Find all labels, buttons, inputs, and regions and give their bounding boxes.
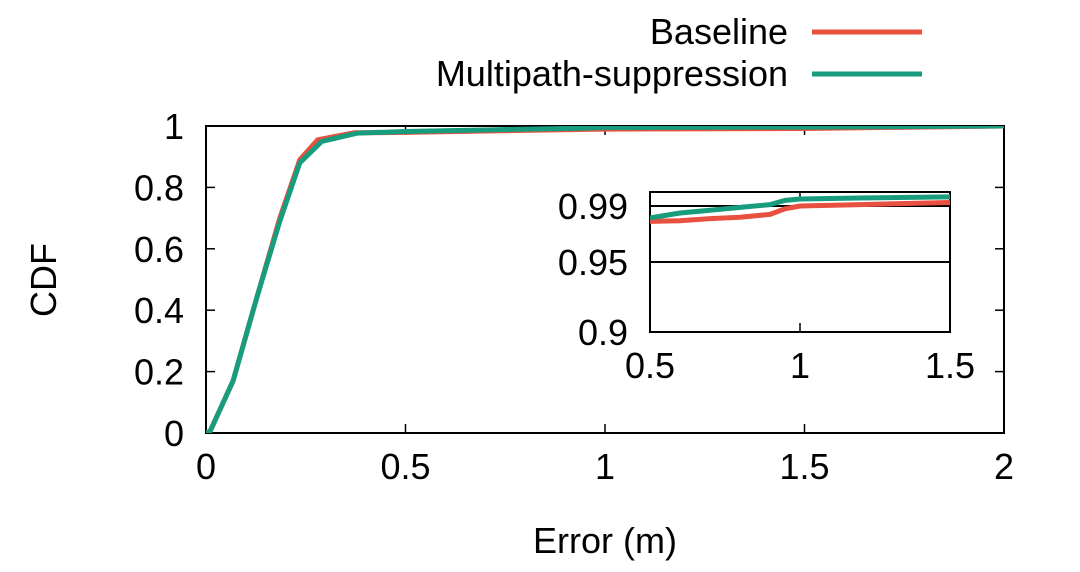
main-y-tick-label: 0.8: [134, 167, 184, 208]
inset-y-tick-label: 0.95: [558, 242, 628, 283]
inset-series-line-1: [650, 194, 950, 221]
main-x-tick-label: 1.5: [779, 446, 829, 487]
main-y-tick-label: 0: [164, 413, 184, 454]
main-y-tick-label: 0.6: [134, 229, 184, 270]
main-x-tick-label: 1: [595, 446, 615, 487]
main-x-tick-label: 2: [994, 446, 1014, 487]
main-y-tick-label: 0.2: [134, 352, 184, 393]
main-y-tick-label: 0.4: [134, 290, 184, 331]
main-series-line-1: [206, 126, 1004, 433]
inset-x-tick-label: 1: [790, 345, 810, 386]
main-y-tick-label: 1: [164, 106, 184, 147]
legend-label: Multipath-suppression: [436, 53, 788, 94]
main-x-tick-label: 0: [196, 446, 216, 487]
inset-y-tick-label: 0.9: [578, 312, 628, 353]
inset-y-tick-label: 0.99: [558, 186, 628, 227]
legend-label: Baseline: [650, 11, 788, 52]
inset-x-tick-label: 1.5: [925, 345, 975, 386]
x-axis-label: Error (m): [533, 520, 677, 561]
y-axis-label: CDF: [23, 243, 64, 317]
main-x-tick-label: 0.5: [380, 446, 430, 487]
inset-x-tick-label: 0.5: [625, 345, 675, 386]
inset-series-line-0: [650, 200, 950, 224]
